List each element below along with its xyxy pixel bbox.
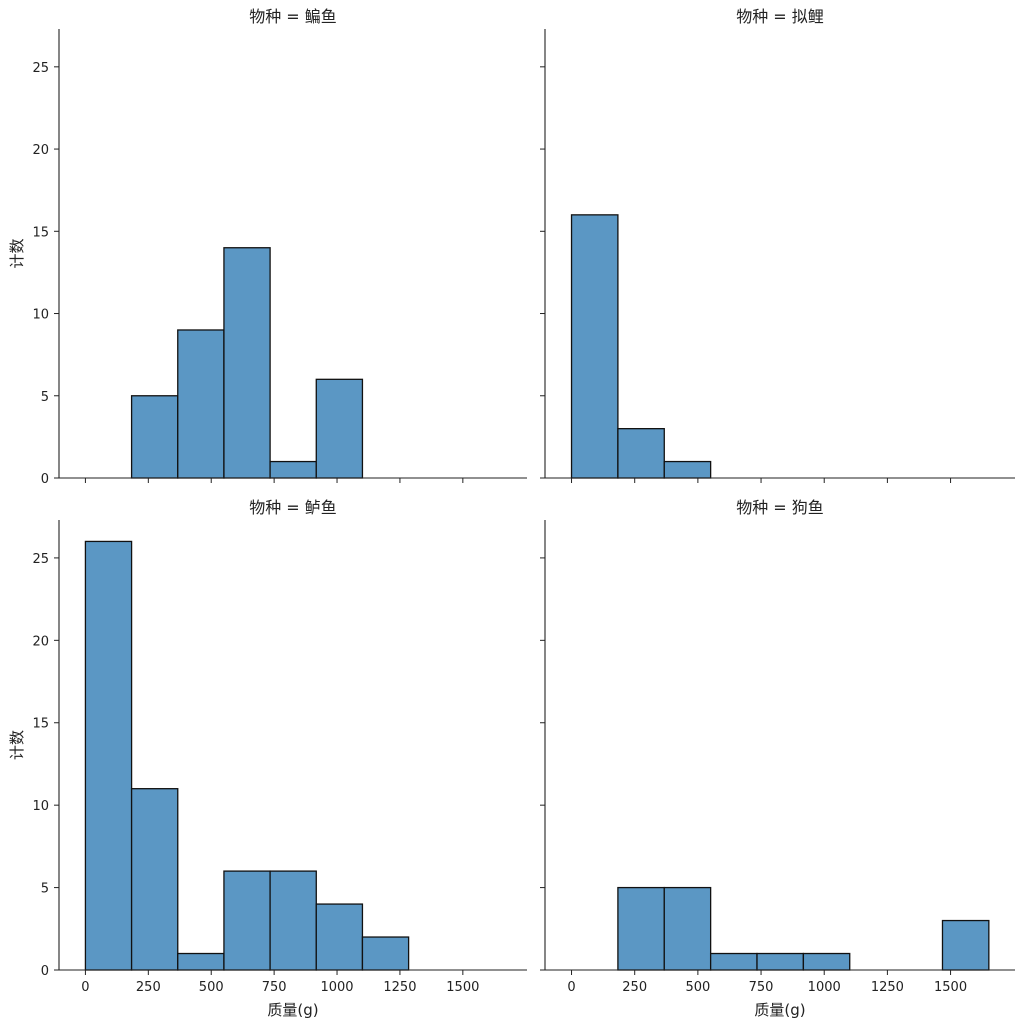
x-tick-label: 0: [81, 980, 89, 995]
y-tick-label: 5: [41, 882, 49, 897]
histogram-bar: [177, 952, 225, 971]
y-axis-label: 计数: [8, 238, 26, 268]
x-tick-label: 500: [685, 980, 710, 995]
y-tick-label: 15: [32, 225, 49, 240]
facet-title: 物种 = 狗鱼: [736, 498, 824, 517]
x-tick-label: 750: [749, 980, 774, 995]
x-axis-label: 质量(g): [754, 1001, 805, 1019]
histogram-bar: [315, 378, 364, 479]
histogram-bar: [223, 870, 271, 971]
histogram-bar: [177, 329, 225, 479]
x-tick-label: 1250: [383, 980, 416, 995]
histogram-bar: [84, 540, 133, 971]
x-tick-label: 0: [567, 980, 575, 995]
facet-title: 物种 = 鲈鱼: [249, 498, 337, 517]
histogram-bar: [941, 919, 990, 971]
y-tick-label: 20: [32, 634, 49, 649]
x-axis-label: 质量(g): [267, 1001, 318, 1019]
x-tick-label: 1000: [808, 980, 841, 995]
x-tick-label: 750: [262, 980, 287, 995]
y-tick-label: 25: [32, 552, 49, 567]
y-tick-label: 10: [32, 799, 49, 814]
histogram-bar: [130, 788, 179, 971]
histogram-bar: [617, 428, 665, 479]
histogram-bar: [223, 247, 271, 479]
x-tick-label: 500: [199, 980, 224, 995]
histogram-bar: [756, 952, 805, 971]
y-tick-label: 20: [32, 143, 49, 158]
x-tick-label: 1000: [320, 980, 353, 995]
x-tick-label: 1500: [446, 980, 479, 995]
y-tick-label: 25: [32, 61, 49, 76]
histogram-bar: [269, 460, 317, 479]
facet-title: 物种 = 鳊鱼: [249, 7, 337, 26]
x-tick-label: 1250: [871, 980, 904, 995]
histogram-bar: [617, 886, 665, 971]
y-tick-label: 5: [41, 390, 49, 405]
histogram-bar: [269, 870, 317, 971]
x-tick-label: 1500: [934, 980, 967, 995]
y-tick-label: 0: [41, 964, 49, 979]
histogram-bar: [663, 886, 712, 971]
histogram-bar: [709, 952, 758, 971]
histogram-bar: [315, 903, 364, 971]
y-tick-label: 0: [41, 472, 49, 487]
y-axis-label: 计数: [8, 730, 26, 760]
facet-title: 物种 = 拟鲤: [736, 7, 824, 26]
histogram-bar: [570, 214, 619, 479]
histogram-bar: [802, 952, 851, 971]
histogram-bar: [361, 936, 410, 971]
x-tick-label: 250: [622, 980, 647, 995]
histogram-bar: [663, 460, 712, 479]
facet-panel-2: 物种 = 拟鲤: [540, 7, 1015, 483]
x-tick-label: 250: [136, 980, 161, 995]
histogram-bar: [130, 395, 179, 479]
y-tick-label: 10: [32, 308, 49, 323]
y-tick-label: 15: [32, 717, 49, 732]
